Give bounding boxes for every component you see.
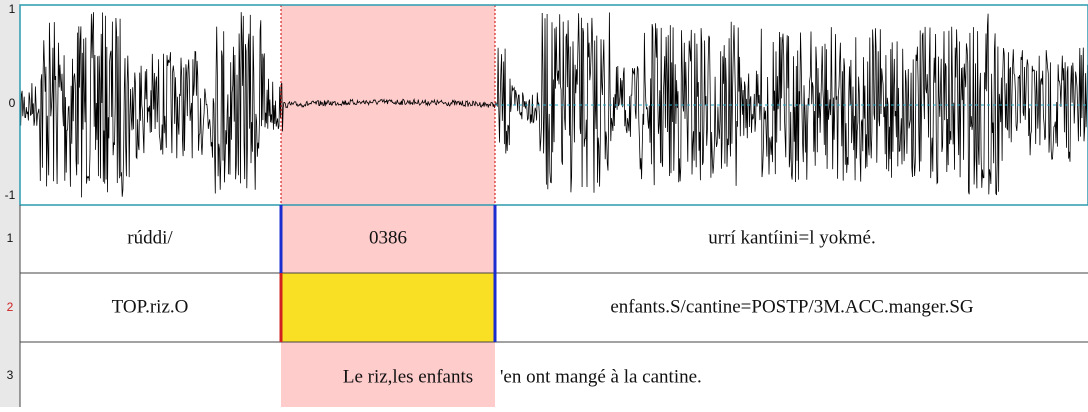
- interval-text: Le riz,les enfants: [343, 366, 473, 387]
- interval-text: TOP.riz.O: [112, 296, 189, 317]
- interval-text: enfants.S/cantine=POSTP/3M.ACC.manger.SG: [610, 296, 974, 317]
- amplitude-label: -1: [5, 188, 16, 202]
- amplitude-label: 1: [9, 2, 16, 16]
- interval-text: 'en ont mangé à la cantine.: [500, 366, 702, 387]
- tier-number: 3: [7, 368, 14, 382]
- gutter: [0, 0, 20, 407]
- tier-number: 2: [7, 300, 14, 314]
- waveform-trace: [19, 12, 1088, 198]
- interval-text: 0386: [369, 227, 407, 248]
- tier-number: 1: [7, 231, 14, 245]
- waveform: [19, 12, 1088, 198]
- waveform-frame: [19, 4, 1088, 206]
- amplitude-label: 0: [9, 96, 16, 110]
- selected-interval: [281, 273, 495, 342]
- selection: [281, 5, 495, 407]
- interval-text: rúddi/: [127, 227, 173, 248]
- interval-text: urrí kantíini=l yokmé.: [708, 227, 875, 248]
